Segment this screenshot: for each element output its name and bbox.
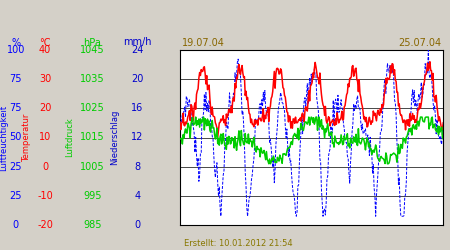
Text: Erstellt: 10.01.2012 21:54: Erstellt: 10.01.2012 21:54: [184, 238, 293, 248]
Text: 985: 985: [83, 220, 102, 230]
Text: Niederschlag: Niederschlag: [110, 110, 119, 165]
Text: 40: 40: [39, 45, 51, 55]
Text: 20: 20: [131, 74, 144, 84]
Text: Temperatur: Temperatur: [22, 113, 31, 162]
Text: 25: 25: [9, 191, 22, 201]
Text: 75: 75: [9, 103, 22, 113]
Text: Luftdruck: Luftdruck: [65, 118, 74, 158]
Text: 19.07.04: 19.07.04: [182, 38, 225, 48]
Text: 50: 50: [9, 132, 22, 142]
Text: 0: 0: [13, 220, 19, 230]
Text: 25: 25: [9, 162, 22, 172]
Text: 10: 10: [39, 132, 51, 142]
Text: 30: 30: [39, 74, 51, 84]
Text: 4: 4: [134, 191, 140, 201]
Text: 8: 8: [134, 162, 140, 172]
Text: 995: 995: [83, 191, 102, 201]
Text: 1005: 1005: [80, 162, 104, 172]
Text: -10: -10: [37, 191, 53, 201]
Text: 20: 20: [39, 103, 51, 113]
Text: °C: °C: [39, 38, 51, 48]
Text: 0: 0: [42, 162, 48, 172]
Text: -20: -20: [37, 220, 53, 230]
Text: 16: 16: [131, 103, 144, 113]
Text: 75: 75: [9, 74, 22, 84]
Text: hPa: hPa: [83, 38, 101, 48]
Text: 0: 0: [134, 220, 140, 230]
Text: 1035: 1035: [80, 74, 104, 84]
Text: %: %: [11, 38, 20, 48]
Text: 1015: 1015: [80, 132, 104, 142]
Text: 12: 12: [131, 132, 144, 142]
Text: 100: 100: [7, 45, 25, 55]
Text: mm/h: mm/h: [123, 38, 152, 48]
Text: 1025: 1025: [80, 103, 104, 113]
Text: 24: 24: [131, 45, 144, 55]
Text: 1045: 1045: [80, 45, 104, 55]
Text: Luftfeuchtigkeit: Luftfeuchtigkeit: [0, 104, 8, 170]
Text: 25.07.04: 25.07.04: [398, 38, 441, 48]
